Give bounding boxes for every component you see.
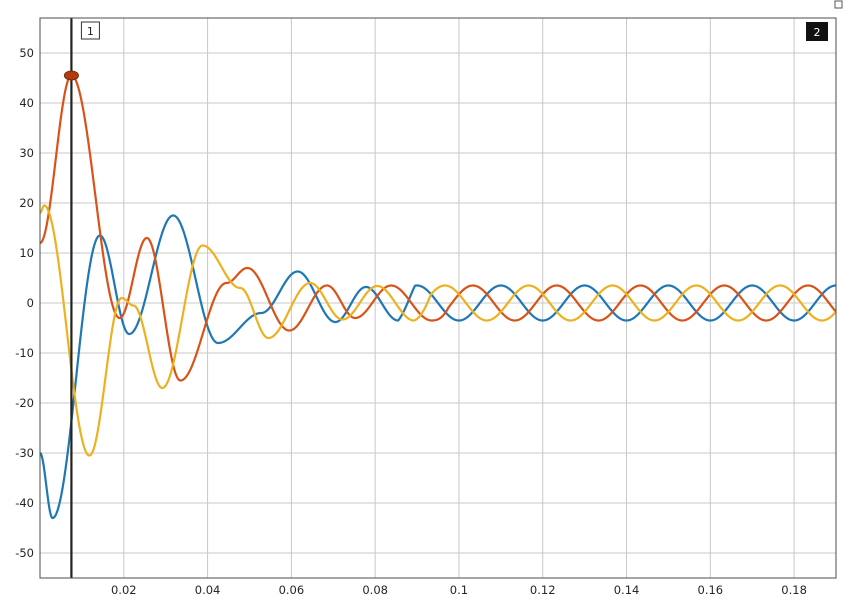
- y-axis-ticks: 50 40 30 20 10 0 -10 -20 -30 -40 -50: [15, 46, 34, 560]
- series-line-3: [39, 204, 837, 457]
- y-tick-label: 10: [19, 246, 34, 260]
- y-tick-label: 40: [19, 96, 34, 110]
- x-tick-label: 0.1: [450, 583, 468, 597]
- x-tick-label: 0.06: [279, 583, 305, 597]
- y-tick-label: 30: [19, 146, 34, 160]
- series-line-1: [39, 214, 837, 520]
- x-axis-ticks: 0.02 0.04 0.06 0.08 0.1 0.12 0.14 0.16 0.18: [111, 583, 807, 597]
- y-tick-label: -40: [15, 496, 34, 510]
- plot-frame: [39, 17, 837, 579]
- x-tick-label: 0.04: [195, 583, 221, 597]
- corner-handle-icon[interactable]: [834, 0, 843, 9]
- cursor-label-box-2[interactable]: [806, 22, 828, 41]
- cursor-label-box-1[interactable]: [80, 21, 100, 40]
- y-tick-label: -10: [15, 346, 34, 360]
- y-tick-label: -50: [15, 546, 34, 560]
- y-tick-label: 20: [19, 196, 34, 210]
- y-tick-label: 50: [19, 46, 34, 60]
- x-tick-label: 0.12: [530, 583, 556, 597]
- series-group: [39, 74, 837, 520]
- cursor-label-2: 2: [814, 26, 821, 39]
- cursor-label-1: 1: [87, 25, 94, 38]
- x-tick-label: 0.16: [698, 583, 724, 597]
- y-tick-label: 0: [27, 296, 34, 310]
- y-tick-label: -30: [15, 446, 34, 460]
- x-tick-label: 0.02: [111, 583, 137, 597]
- x-tick-label: 0.14: [614, 583, 640, 597]
- x-tick-label: 0.18: [781, 583, 807, 597]
- x-tick-label: 0.08: [362, 583, 388, 597]
- y-tick-label: -20: [15, 396, 34, 410]
- plot-area[interactable]: [40, 18, 836, 578]
- cursor-marker[interactable]: [63, 70, 79, 81]
